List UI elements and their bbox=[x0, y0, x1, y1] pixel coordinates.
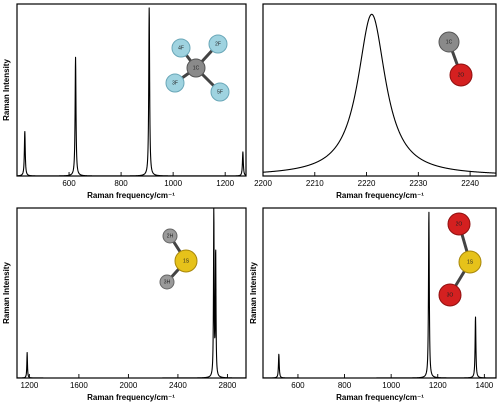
atom-c bbox=[438, 31, 460, 53]
x-tick-label: 2220 bbox=[358, 179, 376, 188]
y-axis-label: Raman Intensity bbox=[2, 262, 11, 324]
atom-c bbox=[186, 58, 206, 78]
atom-f bbox=[171, 38, 191, 58]
x-tick-label: 800 bbox=[114, 179, 128, 188]
atom-label: 2O bbox=[458, 72, 465, 78]
h2s-molecule: 2H 3H 1S bbox=[159, 228, 198, 290]
x-axis-label: Raman frequency/cm⁻¹ bbox=[87, 191, 175, 200]
x-tick-label: 600 bbox=[291, 381, 305, 390]
x-tick-label: 1200 bbox=[216, 179, 234, 188]
spectrum-line bbox=[16, 208, 247, 379]
x-tick-label: 2400 bbox=[169, 381, 187, 390]
panel-cf4: 600 800 1000 1200 Raman frequency/cm⁻¹ Rama… bbox=[2, 3, 247, 200]
atom-o bbox=[447, 212, 471, 236]
atom-f bbox=[165, 73, 185, 93]
atom-o bbox=[449, 63, 473, 87]
x-tick-label: 1200 bbox=[429, 381, 447, 390]
x-tick-label: 1600 bbox=[70, 381, 88, 390]
atom-label: 4F bbox=[178, 45, 184, 51]
x-axis-label: Raman frequency/cm⁻¹ bbox=[87, 393, 175, 402]
atom-s bbox=[458, 250, 482, 274]
y-axis-label: Raman Intensity bbox=[2, 59, 11, 121]
x-tick-label: 2200 bbox=[254, 179, 272, 188]
atom-f bbox=[210, 82, 230, 102]
atom-h bbox=[159, 274, 175, 290]
atom-label: 2F bbox=[215, 41, 221, 47]
x-tick-label: 1400 bbox=[475, 381, 493, 390]
atom-f bbox=[208, 34, 228, 54]
atom-h bbox=[162, 228, 178, 244]
x-axis-label: Raman frequency/cm⁻¹ bbox=[336, 191, 424, 200]
x-tick-label: 1000 bbox=[164, 179, 182, 188]
spectrum-line bbox=[262, 13, 497, 174]
y-axis-label: Raman Intensity bbox=[249, 262, 258, 324]
atom-label: 2O bbox=[456, 221, 463, 227]
atom-label: 3O bbox=[447, 292, 454, 298]
cf4-molecule: 4F 2F 3F 1C 5F bbox=[165, 34, 230, 102]
x-axis-label: Raman frequency/cm⁻¹ bbox=[336, 393, 424, 402]
panel-co: 2200 2210 2220 2230 2240 Raman frequency/cm⁻… bbox=[254, 3, 497, 200]
x-axis-ticks: 2200 2210 2220 2230 2240 bbox=[254, 172, 480, 188]
x-tick-label: 1000 bbox=[382, 381, 400, 390]
x-tick-label: 1200 bbox=[20, 381, 38, 390]
atom-label: 2H bbox=[167, 233, 174, 239]
x-tick-label: 2800 bbox=[219, 381, 237, 390]
plot-frame bbox=[262, 3, 497, 177]
panel-so2: 600 800 1000 1200 1400 Raman frequency/cm⁻¹ … bbox=[249, 207, 497, 402]
atom-o bbox=[438, 283, 462, 307]
atom-label: 5F bbox=[217, 89, 223, 95]
x-tick-label: 2210 bbox=[306, 179, 324, 188]
atom-label: 1C bbox=[446, 39, 453, 45]
x-axis-ticks: 600 800 1000 1200 1400 bbox=[291, 374, 494, 390]
spectrum-line bbox=[16, 7, 247, 177]
spectrum-line bbox=[262, 211, 497, 379]
atom-s bbox=[174, 249, 198, 273]
atom-label: 1S bbox=[183, 258, 190, 264]
atom-label: 1S bbox=[467, 259, 474, 265]
x-tick-label: 2000 bbox=[120, 381, 138, 390]
x-axis-ticks: 600 800 1000 1200 bbox=[62, 172, 235, 188]
so2-molecule: 2O 3O 1S bbox=[438, 212, 482, 307]
atom-label: 1C bbox=[193, 65, 200, 71]
x-tick-label: 2230 bbox=[409, 179, 427, 188]
plot-frame bbox=[16, 207, 247, 379]
x-axis-ticks: 1200 1600 2000 2400 2800 bbox=[20, 374, 237, 390]
x-tick-label: 2240 bbox=[461, 179, 479, 188]
panel-h2s: 1200 1600 2000 2400 2800 Raman frequency/cm⁻… bbox=[2, 207, 247, 402]
atom-label: 3H bbox=[164, 279, 171, 285]
x-tick-label: 800 bbox=[338, 381, 352, 390]
co-molecule: 1C 2O bbox=[438, 31, 473, 87]
x-tick-label: 600 bbox=[62, 179, 76, 188]
atom-label: 3F bbox=[172, 80, 178, 86]
